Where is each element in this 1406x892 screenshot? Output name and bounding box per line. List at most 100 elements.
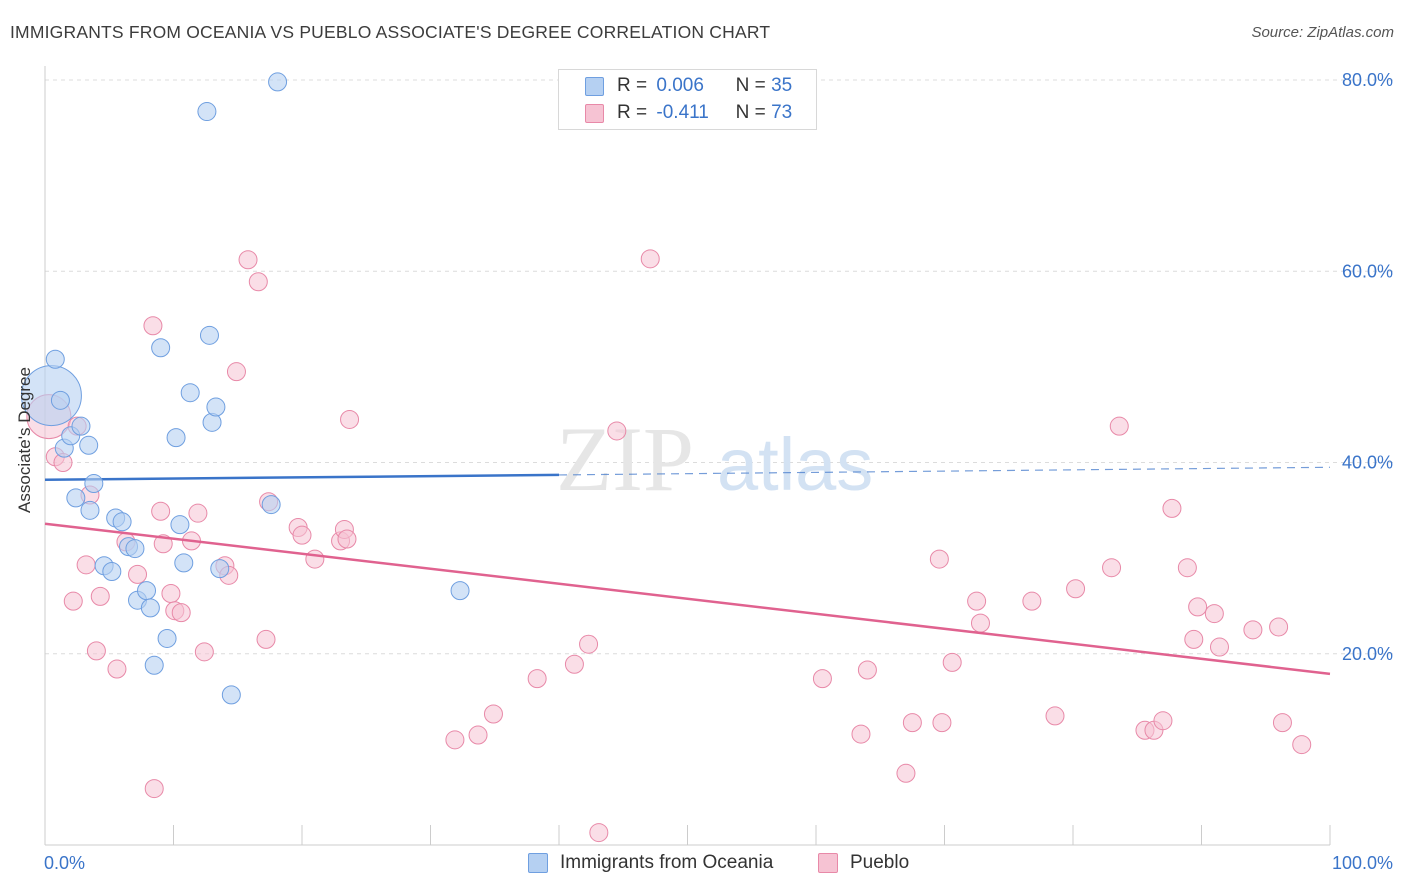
trend-line-oceania xyxy=(44,473,560,481)
oceania-point-5 xyxy=(71,416,91,436)
pueblo-point-69 xyxy=(1269,617,1289,637)
oceania-point-2 xyxy=(50,390,70,410)
pueblo-point-46 xyxy=(857,660,877,680)
pueblo-point-37 xyxy=(483,704,503,724)
oceania-point-13 xyxy=(102,562,122,582)
legend-n-label: N = xyxy=(735,75,766,96)
oceania-point-17 xyxy=(137,581,157,601)
y-axis-label-wrap: Associate's Degree xyxy=(5,300,45,580)
pueblo-point-43 xyxy=(640,249,660,269)
pueblo-point-7 xyxy=(90,586,110,606)
bottom-swatch-oceania xyxy=(528,853,548,873)
pueblo-point-66 xyxy=(1204,604,1224,624)
oceania-point-6 xyxy=(79,435,99,455)
oceania-point-19 xyxy=(144,655,164,675)
axes xyxy=(44,66,1331,846)
source-note: Source: ZipAtlas.com xyxy=(1251,24,1394,41)
oceania-point-9 xyxy=(84,474,104,494)
points-pueblo xyxy=(26,249,1312,843)
trend-line-oceania-extension xyxy=(558,466,1331,476)
pueblo-point-31 xyxy=(305,549,325,569)
tick-labels: 20.0% 40.0% 60.0% 80.0% 0.0% 100.0% xyxy=(44,70,1393,873)
oceania-point-26 xyxy=(199,325,219,345)
legend-n-value-pueblo: 73 xyxy=(771,102,793,123)
pueblo-point-48 xyxy=(902,713,922,733)
y-axis-label: Associate's Degree xyxy=(15,367,34,513)
pueblo-point-54 xyxy=(1022,591,1042,611)
oceania-point-30 xyxy=(221,685,241,705)
trend-lines-pueblo xyxy=(44,522,1331,676)
pueblo-point-11 xyxy=(128,564,148,584)
pueblo-point-26 xyxy=(248,272,268,292)
bottom-legend-label-pueblo: Pueblo xyxy=(850,852,910,873)
pueblo-point-8 xyxy=(86,641,106,661)
oceania-point-33 xyxy=(268,72,288,92)
pueblo-point-51 xyxy=(942,652,962,672)
pueblo-point-27 xyxy=(256,629,276,649)
bottom-swatch-pueblo xyxy=(818,853,838,873)
oceania-point-8 xyxy=(80,500,100,520)
pueblo-point-63 xyxy=(1177,558,1197,578)
bottom-legend-label-oceania: Immigrants from Oceania xyxy=(560,852,774,873)
pueblo-point-35 xyxy=(445,730,465,750)
pueblo-point-40 xyxy=(579,634,599,654)
y-tick-label-60: 60.0% xyxy=(1342,261,1393,281)
pueblo-point-50 xyxy=(932,713,952,733)
watermark-zip: ZIP xyxy=(556,408,694,510)
oceania-point-11 xyxy=(112,512,132,532)
pueblo-point-39 xyxy=(564,654,584,674)
legend-swatch-oceania xyxy=(585,77,604,96)
pueblo-point-38 xyxy=(527,669,547,689)
pueblo-point-5 xyxy=(76,555,96,575)
pueblo-point-9 xyxy=(107,659,127,679)
oceania-point-21 xyxy=(151,338,171,358)
pueblo-point-13 xyxy=(144,779,164,799)
y-tick-label-80: 80.0% xyxy=(1342,70,1393,90)
pueblo-point-12 xyxy=(143,316,163,336)
legend-n-label: N = xyxy=(735,102,766,123)
pueblo-point-61 xyxy=(1153,711,1173,731)
legend-r-label: R = xyxy=(617,102,648,123)
oceania-point-24 xyxy=(174,553,194,573)
pueblo-point-18 xyxy=(171,603,191,623)
pueblo-point-49 xyxy=(929,549,949,569)
pueblo-point-71 xyxy=(1292,735,1312,755)
oceania-point-29 xyxy=(210,559,230,579)
pueblo-point-41 xyxy=(589,823,609,843)
pueblo-point-30 xyxy=(292,525,312,545)
pueblo-point-68 xyxy=(1243,620,1263,640)
pueblo-point-25 xyxy=(238,250,258,270)
pueblo-point-70 xyxy=(1272,713,1292,733)
legend-n-value-oceania: 35 xyxy=(771,75,793,96)
legend-r-value-pueblo: -0.411 xyxy=(656,102,709,123)
pueblo-point-42 xyxy=(607,421,627,441)
watermark: ZIP atlas xyxy=(556,408,873,510)
oceania-point-15 xyxy=(125,539,145,559)
pueblo-point-45 xyxy=(851,724,871,744)
oceania-point-25 xyxy=(180,383,200,403)
oceania-point-20 xyxy=(157,628,177,648)
y-tick-label-40: 40.0% xyxy=(1342,453,1393,473)
y-tick-label-20: 20.0% xyxy=(1342,644,1393,664)
oceania-point-22 xyxy=(166,428,186,448)
oceania-point-32 xyxy=(197,102,217,122)
pueblo-point-47 xyxy=(896,763,916,783)
pueblo-point-56 xyxy=(1066,579,1086,599)
pueblo-point-24 xyxy=(226,362,246,382)
oceania-point-23 xyxy=(170,515,190,535)
pueblo-point-44 xyxy=(812,669,832,689)
trend-line-pueblo xyxy=(44,522,1331,676)
pueblo-point-36 xyxy=(468,725,488,745)
pueblo-point-57 xyxy=(1102,558,1122,578)
legend-r-value-oceania: 0.006 xyxy=(656,75,704,96)
oceania-point-34 xyxy=(450,581,470,601)
pueblo-point-58 xyxy=(1109,416,1129,436)
pueblo-point-6 xyxy=(63,591,83,611)
pueblo-point-65 xyxy=(1188,597,1208,617)
pueblo-point-20 xyxy=(188,503,208,523)
pueblo-point-67 xyxy=(1209,637,1229,657)
oceania-point-31 xyxy=(261,495,281,515)
oceania-point-18 xyxy=(140,598,160,618)
correlation-legend: R = 0.006 N = 35 R = -0.411 N = 73 xyxy=(558,69,817,130)
